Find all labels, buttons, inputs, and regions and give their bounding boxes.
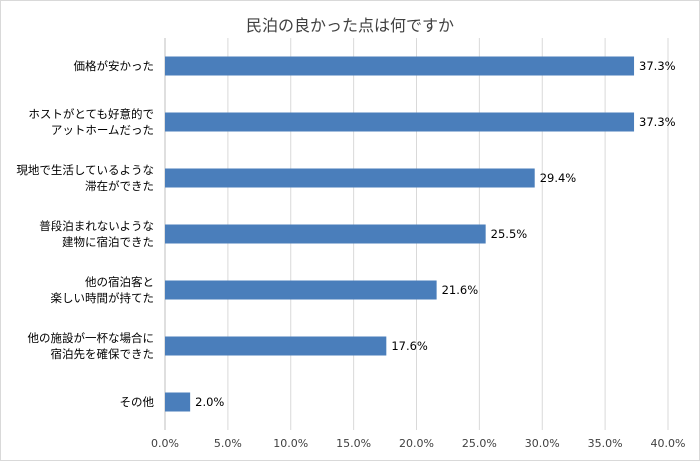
bar bbox=[165, 168, 535, 188]
data-label: 21.6% bbox=[442, 283, 479, 297]
category-label: アットホームだった bbox=[51, 123, 154, 137]
data-label: 37.3% bbox=[639, 115, 676, 129]
data-label: 29.4% bbox=[540, 171, 577, 185]
category-label: 宿泊先を確保できた bbox=[51, 347, 155, 361]
x-tick-label: 15.0% bbox=[336, 437, 371, 450]
data-label: 37.3% bbox=[639, 59, 676, 73]
chart-title: 民泊の良かった点は何ですか bbox=[245, 16, 454, 35]
x-tick-label: 10.0% bbox=[273, 437, 308, 450]
bar bbox=[165, 280, 437, 300]
category-label: 普段泊まれないような bbox=[39, 219, 154, 233]
bar bbox=[165, 56, 635, 76]
x-tick-label: 35.0% bbox=[588, 437, 623, 450]
x-tick-label: 20.0% bbox=[399, 437, 434, 450]
data-label: 2.0% bbox=[195, 395, 224, 409]
x-tick-label: 30.0% bbox=[525, 437, 560, 450]
category-label: 楽しい時間が持てた bbox=[51, 291, 155, 305]
category-label: 他の宿泊客と bbox=[85, 275, 154, 289]
data-label: 25.5% bbox=[491, 227, 528, 241]
data-label: 17.6% bbox=[391, 339, 428, 353]
bar bbox=[165, 112, 635, 132]
x-tick-label: 0.0% bbox=[151, 437, 179, 450]
x-tick-label: 5.0% bbox=[214, 437, 242, 450]
category-label: 他の施設が一杯な場合に bbox=[28, 331, 155, 345]
bar bbox=[165, 224, 486, 244]
x-tick-label: 25.0% bbox=[462, 437, 497, 450]
category-label: その他 bbox=[120, 395, 155, 409]
category-label: 現地で生活しているような bbox=[16, 163, 154, 177]
bar bbox=[165, 336, 387, 356]
category-label: 滞在ができた bbox=[85, 179, 154, 193]
bar bbox=[165, 392, 191, 412]
category-label: ホストがとても好意的で bbox=[28, 107, 154, 121]
category-label: 建物に宿泊できた bbox=[62, 235, 154, 249]
x-tick-label: 40.0% bbox=[651, 437, 686, 450]
category-label: 価格が安かった bbox=[74, 59, 155, 73]
